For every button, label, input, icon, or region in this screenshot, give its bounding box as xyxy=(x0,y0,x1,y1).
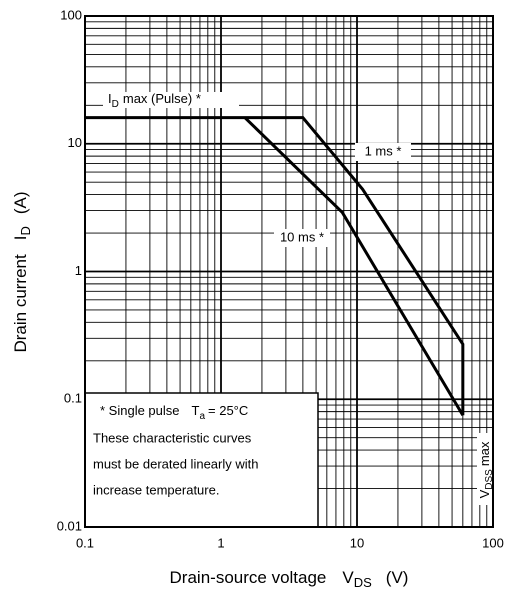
series-label: 10 ms * xyxy=(280,229,324,244)
note-line: increase temperature. xyxy=(93,482,219,497)
x-tick-label: 100 xyxy=(482,535,504,550)
x-tick-label: 10 xyxy=(350,535,364,550)
y-tick-label: 100 xyxy=(60,7,82,22)
label-bg xyxy=(274,229,330,247)
plot-frame xyxy=(84,15,494,528)
y-axis-label: Drain currentID(A) xyxy=(11,191,33,352)
vdss-label: VDSSmax xyxy=(477,433,495,505)
y-tick-label: 0.01 xyxy=(57,518,82,533)
series-label: 1 ms * xyxy=(365,143,402,158)
note-line: * Single pulse Ta = 25°C xyxy=(100,403,248,421)
note-line: These characteristic curves xyxy=(93,430,252,445)
label-bg xyxy=(477,433,495,505)
label-bg xyxy=(103,92,239,108)
vdss-text: VDSSmax xyxy=(477,441,494,498)
curve xyxy=(243,116,465,416)
note-line: must be derated linearly with xyxy=(93,456,258,471)
y-tick-label: 0.1 xyxy=(64,391,82,406)
x-tick-label: 0.1 xyxy=(76,535,94,550)
curve xyxy=(85,116,465,416)
x-axis-label: Drain-source voltage VDS (V) xyxy=(170,568,409,590)
x-tick-label: 1 xyxy=(217,535,224,550)
y-tick-label: 10 xyxy=(68,135,82,150)
id-max-label: ID max (Pulse) * xyxy=(108,91,201,109)
y-tick-label: 1 xyxy=(75,263,82,278)
label-bg xyxy=(355,143,411,161)
